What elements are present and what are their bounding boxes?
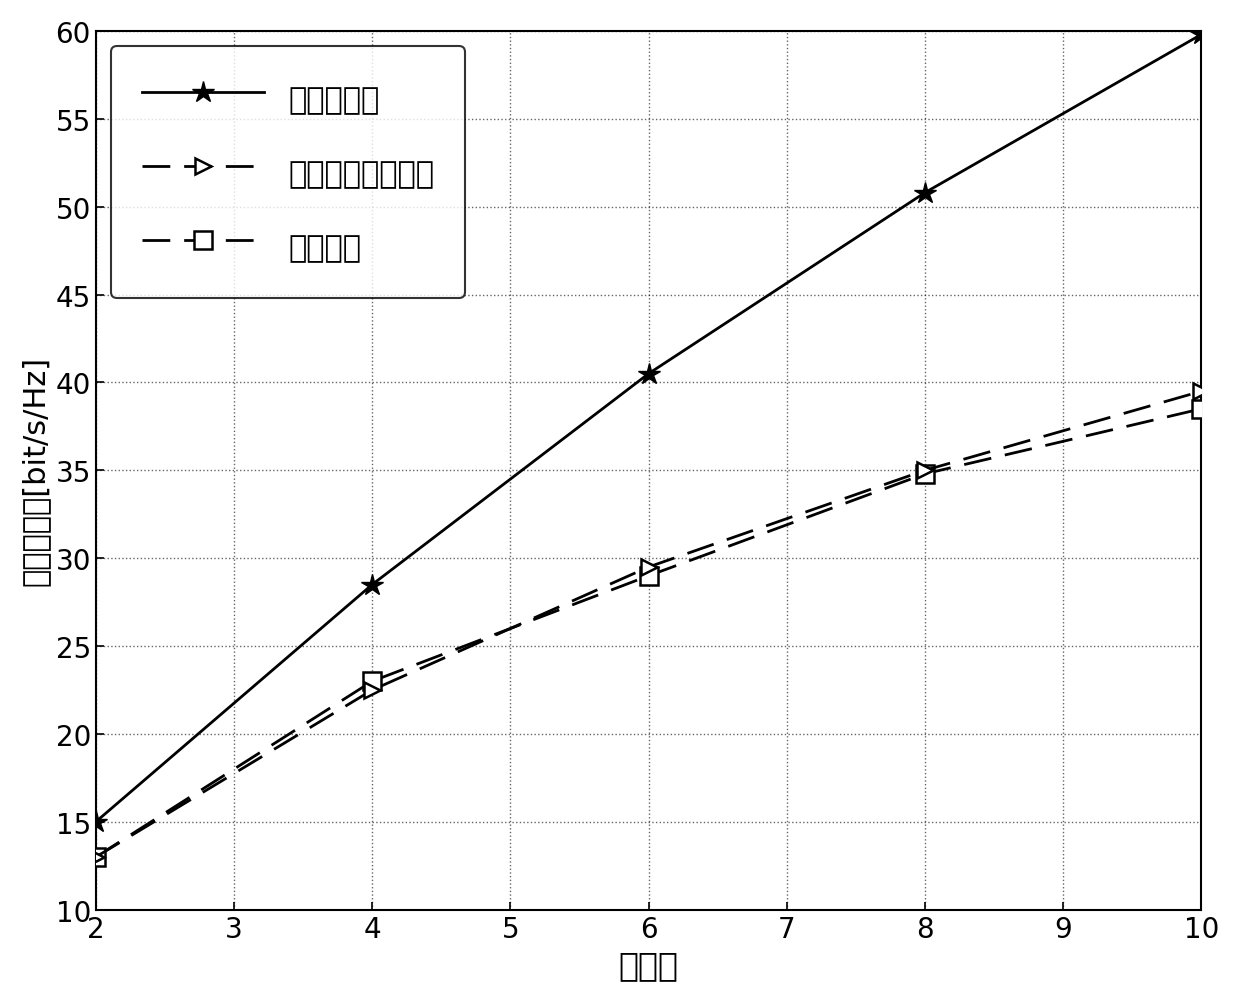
X-axis label: 用户数: 用户数: [619, 948, 678, 981]
Legend: 提出的算法, 施密特正交化修正, 波束控制: 提出的算法, 施密特正交化修正, 波束控制: [112, 47, 465, 299]
Y-axis label: 系统和速率[bit/s/Hz]: 系统和速率[bit/s/Hz]: [21, 356, 50, 586]
